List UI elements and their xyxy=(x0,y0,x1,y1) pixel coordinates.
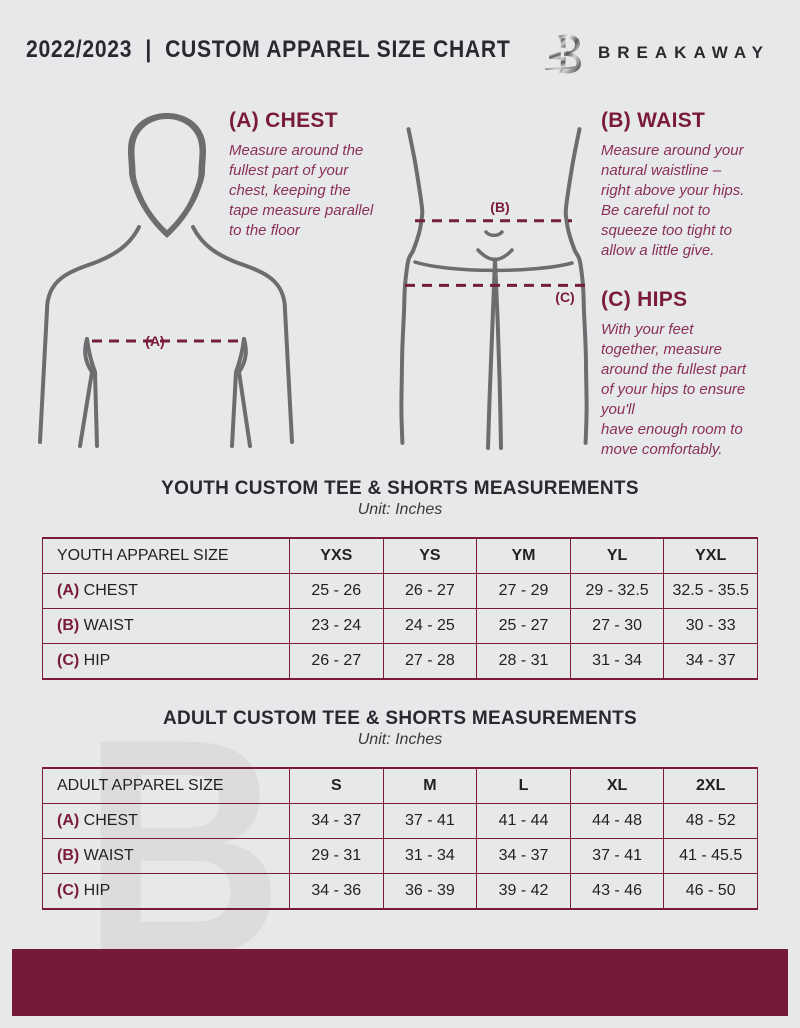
svg-text:(B): (B) xyxy=(490,199,509,215)
svg-text:(C): (C) xyxy=(555,289,574,305)
svg-text:(A): (A) xyxy=(145,333,164,349)
